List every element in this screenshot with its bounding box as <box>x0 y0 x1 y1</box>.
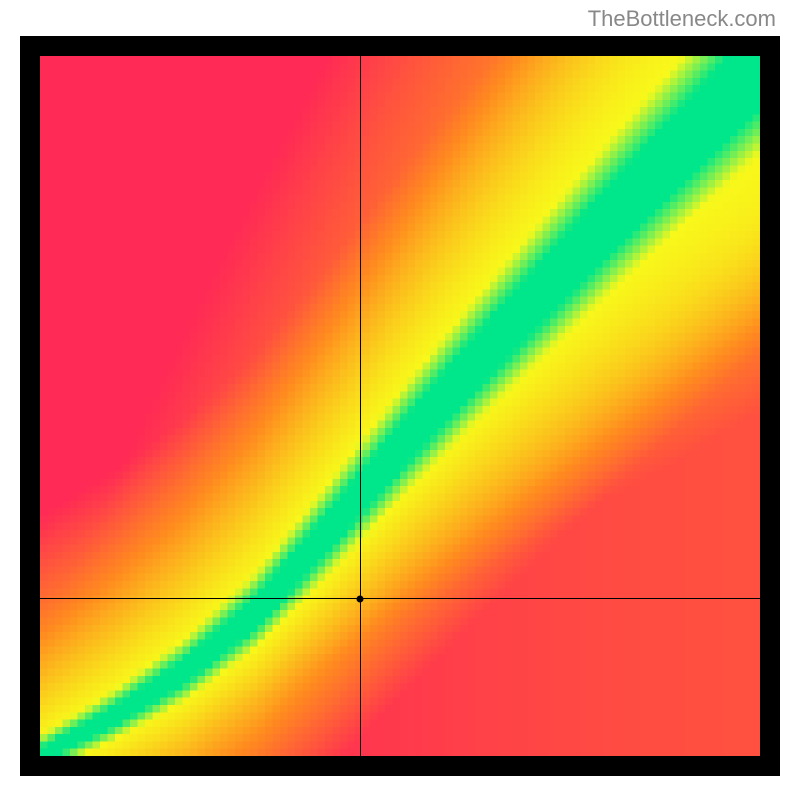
watermark-text: TheBottleneck.com <box>588 6 776 32</box>
heatmap-canvas <box>40 56 760 756</box>
viewport: TheBottleneck.com <box>0 0 800 800</box>
chart-area <box>40 56 760 756</box>
crosshair-vertical <box>360 56 361 756</box>
chart-frame <box>20 36 780 776</box>
crosshair-point <box>357 595 364 602</box>
crosshair-horizontal <box>40 598 760 599</box>
